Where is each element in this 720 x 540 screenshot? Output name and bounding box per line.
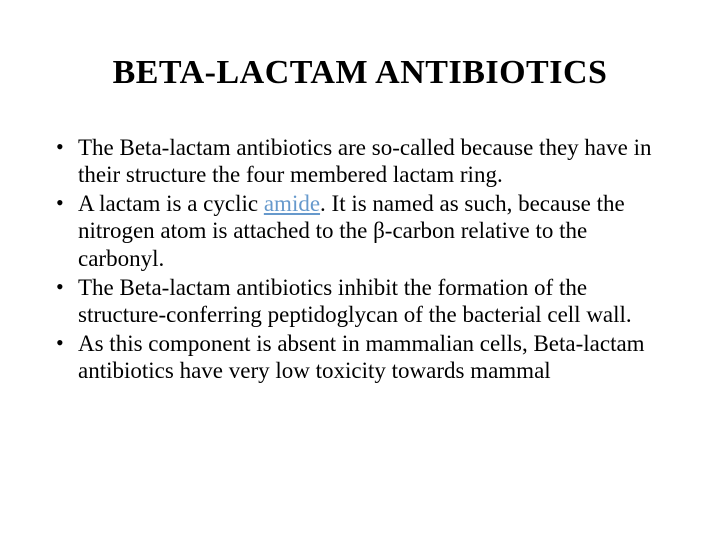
- slide-container: BETA-LACTAM ANTIBIOTICS The Beta-lactam …: [0, 0, 720, 540]
- bullet-text-pre: A lactam is a cyclic: [78, 191, 264, 216]
- bullet-text: The Beta-lactam antibiotics inhibit the …: [78, 275, 632, 327]
- bullet-text: The Beta-lactam antibiotics are so-calle…: [78, 135, 651, 187]
- slide-title: BETA-LACTAM ANTIBIOTICS: [50, 54, 670, 92]
- list-item: The Beta-lactam antibiotics inhibit the …: [50, 274, 670, 328]
- list-item: The Beta-lactam antibiotics are so-calle…: [50, 134, 670, 188]
- list-item: A lactam is a cyclic amide. It is named …: [50, 190, 670, 271]
- amide-link[interactable]: amide: [264, 191, 320, 216]
- list-item: As this component is absent in mammalian…: [50, 330, 670, 384]
- bullet-list: The Beta-lactam antibiotics are so-calle…: [50, 134, 670, 384]
- bullet-text: As this component is absent in mammalian…: [78, 331, 645, 383]
